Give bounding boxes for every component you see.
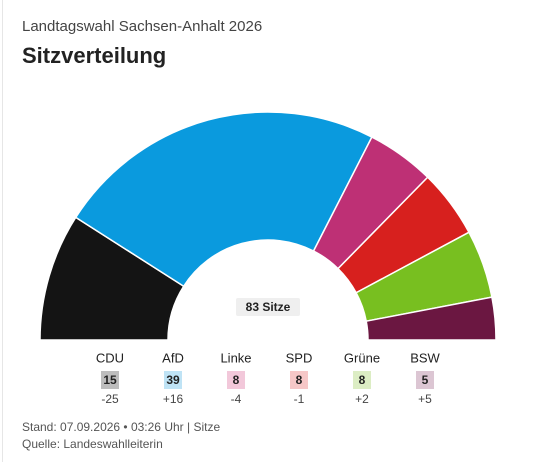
center-label-bg: [236, 298, 300, 316]
value-badge: [101, 371, 119, 389]
legend-name: CDU: [96, 350, 124, 365]
change-label: -1: [294, 392, 305, 406]
chart-title: Sitzverteilung: [22, 43, 166, 68]
seat-segment: [74, 111, 373, 288]
legend-name: BSW: [410, 350, 440, 365]
change-label: +2: [355, 392, 369, 406]
value-label: 8: [296, 373, 303, 387]
value-badge: [353, 371, 371, 389]
change-label: +5: [418, 392, 432, 406]
change-label: -4: [231, 392, 242, 406]
center-label: 83 Sitze: [246, 300, 291, 314]
legend-name: AfD: [162, 350, 184, 365]
value-label: 8: [359, 373, 366, 387]
chart-supertitle: Landtagswahl Sachsen-Anhalt 2026: [22, 18, 262, 35]
change-label: +16: [163, 392, 184, 406]
value-badge: [164, 371, 182, 389]
legend-name: Grüne: [344, 350, 380, 365]
value-label: 39: [166, 373, 180, 387]
footer: Stand: 07.09.2026 • 03:26 Uhr | Sitze: [22, 420, 220, 434]
value-badge: [227, 371, 245, 389]
value-label: 5: [422, 373, 429, 387]
seat-segment: [365, 296, 497, 341]
legend-name: SPD: [286, 350, 313, 365]
value-label: 15: [103, 373, 117, 387]
value-badge: [290, 371, 308, 389]
value-label: 8: [233, 373, 240, 387]
value-badge: [416, 371, 434, 389]
source: Quelle: Landeswahlleiterin: [22, 437, 163, 451]
legend-name: Linke: [220, 350, 251, 365]
change-label: -25: [101, 392, 119, 406]
